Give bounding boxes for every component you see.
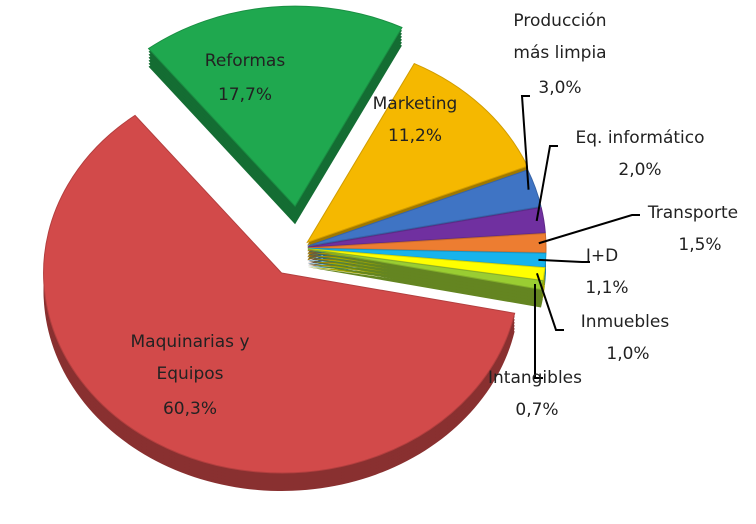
slice-value-label: 0,7% [515, 400, 559, 420]
slice-name: Intangibles [488, 368, 582, 388]
slice [307, 248, 544, 291]
slice-value-label: 60,3% [162, 399, 218, 419]
slice [307, 233, 547, 254]
leader-line [520, 95, 530, 190]
leader-line [536, 272, 564, 331]
slice-side [307, 252, 543, 293]
slice-value-label: 11,2% [387, 126, 443, 146]
slice-side [307, 255, 543, 296]
slice-name: Transporte [647, 203, 739, 223]
leader-line [538, 214, 640, 245]
slice-value-label: 1,0% [606, 344, 650, 364]
slice-name: I+D [585, 246, 619, 266]
slice-value-label: 1,1% [585, 278, 629, 298]
slice-value-label: 17,7% [217, 85, 273, 105]
slice [147, 5, 403, 208]
slice [43, 114, 516, 474]
leader-line [533, 284, 543, 379]
slice-side [307, 258, 543, 299]
slice-name: Marketing [372, 94, 458, 114]
pie-slices [43, 5, 547, 474]
slice-side [307, 261, 543, 302]
slice-side [307, 264, 543, 305]
slice-value-label: 1,5% [678, 235, 722, 255]
slice-name: Inmuebles [580, 312, 670, 332]
slice-name: Producción más limpia [513, 11, 607, 63]
slice-value-label: 2,0% [618, 160, 662, 180]
slice [307, 206, 546, 248]
slice [306, 62, 529, 244]
leader-line [538, 258, 590, 263]
slice-name: Reformas [204, 51, 286, 71]
slice-name: Eq. informático [575, 128, 705, 148]
leader-line [535, 145, 558, 222]
slice-name: Maquinarias y Equipos [130, 332, 250, 384]
slice-value-label: 3,0% [538, 78, 582, 98]
slice-side [307, 267, 543, 308]
